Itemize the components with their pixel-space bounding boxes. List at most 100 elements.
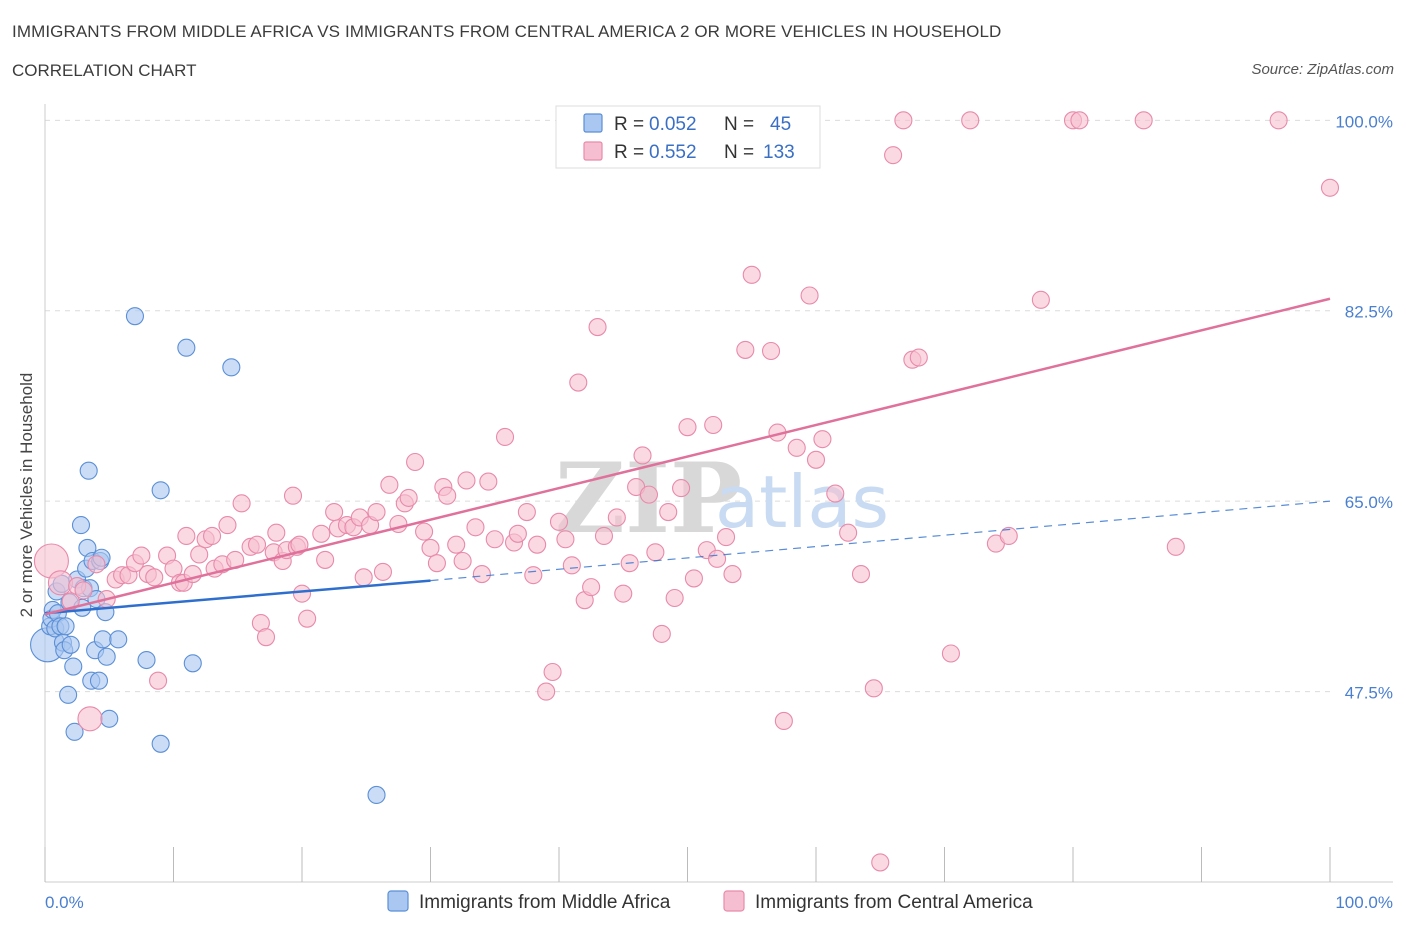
middle-africa-point-39 [151, 734, 170, 753]
central-america-point-63 [438, 486, 457, 505]
y-tick-label-2: 65.0% [1345, 493, 1393, 512]
central-america-point-79 [549, 512, 569, 531]
central-america-point-117 [851, 565, 871, 584]
central-america-point-101 [704, 415, 723, 435]
central-america-point-93 [646, 543, 665, 562]
axes [44, 104, 1393, 883]
central-america-point-104 [723, 565, 742, 584]
middle-africa-point-34 [97, 647, 116, 666]
central-america-point-52 [367, 502, 386, 522]
legend-n-label-a: N = [724, 114, 754, 135]
central-america-point-61 [427, 554, 446, 573]
central-america-point-60 [421, 538, 440, 557]
central-america-point-40 [290, 535, 309, 554]
middle-africa-point-36 [109, 630, 128, 649]
central-america-point-71 [495, 427, 515, 447]
central-america-point-43 [312, 524, 331, 543]
central-america-point-103 [716, 528, 736, 547]
central-america-point-113 [806, 450, 826, 469]
central-america-point-22 [190, 545, 209, 564]
central-america-point-119 [871, 853, 890, 872]
legend-r-label-b: R = [614, 142, 644, 163]
central-america-point-50 [354, 568, 373, 587]
central-america-point-114 [813, 430, 832, 449]
middle-africa-point-40 [151, 481, 170, 500]
central-america-point-116 [839, 523, 858, 542]
middle-africa-point-38 [137, 650, 156, 670]
central-america-point-70 [485, 530, 504, 549]
axis-ticks: 100.0% 82.5% 65.0% 47.5% 0.0% 100.0% [45, 112, 1393, 912]
watermark-atlas-text: atlas [715, 460, 889, 544]
central-america-point-57 [399, 488, 418, 507]
middle-africa-point-23 [79, 461, 98, 480]
middle-africa-point-41 [177, 338, 196, 357]
middle-africa-point-29 [89, 671, 109, 690]
central-america-point-94 [652, 624, 671, 643]
gridlines [45, 119, 1330, 693]
central-america-point-97 [672, 479, 691, 498]
middle-africa-point-18 [71, 516, 91, 535]
central-america-point-24 [203, 526, 222, 546]
y-axis-label: 2 or more Vehicles in Household [17, 373, 36, 618]
source-credit: Source: ZipAtlas.com [1251, 61, 1394, 78]
central-america-point-115 [826, 484, 845, 503]
central-america-point-134 [1320, 178, 1340, 197]
central-america-point-77 [537, 682, 556, 701]
stats-legend: R = 0.052 N = 45 R = 0.552 N = 133 [555, 105, 821, 169]
chart-title: IMMIGRANTS FROM MIDDLE AFRICA VS IMMIGRA… [12, 22, 1002, 41]
central-america-point-33 [256, 628, 276, 647]
central-america-point-84 [582, 578, 601, 597]
central-america-point-44 [316, 550, 335, 569]
series-central-america-points [33, 111, 1340, 872]
central-america-point-73 [508, 524, 527, 543]
central-america-trend-line [44, 297, 1331, 616]
middle-africa-point-43 [222, 358, 241, 377]
central-america-point-87 [607, 508, 626, 527]
central-america-point-20 [177, 526, 196, 546]
central-america-point-118 [864, 679, 883, 698]
central-america-point-80 [556, 530, 575, 549]
central-america-point-5 [77, 706, 103, 732]
central-america-point-66 [457, 471, 476, 490]
legend-r-value-a: 0.052 [649, 114, 697, 135]
central-america-point-128 [1031, 290, 1050, 309]
legend-r-label-a: R = [614, 114, 644, 135]
central-america-point-106 [742, 265, 761, 284]
legend-swatch-central-america [583, 141, 603, 161]
central-america-point-58 [406, 452, 425, 472]
legend-n-label-b: N = [724, 142, 754, 163]
central-america-point-42 [298, 609, 317, 628]
central-america-point-96 [665, 588, 684, 608]
central-america-point-78 [543, 662, 562, 682]
central-america-point-121 [894, 111, 913, 130]
central-america-point-88 [614, 584, 633, 603]
middle-africa-trend-line [44, 579, 431, 615]
central-america-point-82 [569, 373, 588, 392]
central-america-point-124 [941, 644, 960, 663]
middle-africa-point-32 [93, 630, 112, 649]
central-america-point-105 [736, 340, 755, 359]
central-america-point-86 [594, 526, 614, 546]
legend-n-value-b: 133 [763, 142, 795, 163]
middle-africa-trend-extension [430, 500, 1331, 582]
central-america-point-35 [267, 523, 286, 542]
central-america-point-130 [1070, 111, 1089, 130]
central-america-point-12 [132, 546, 151, 565]
chart-subtitle: CORRELATION CHART [12, 61, 197, 80]
middle-africa-point-11 [56, 617, 75, 636]
central-america-point-65 [453, 551, 472, 571]
bottom-legend-swatch-central-america [723, 890, 745, 912]
central-america-point-69 [479, 472, 498, 491]
central-america-point-6 [87, 555, 106, 574]
central-america-point-76 [528, 535, 547, 554]
middle-africa-point-35 [100, 709, 119, 728]
central-america-point-38 [283, 486, 303, 505]
central-america-point-31 [247, 535, 267, 554]
legend-r-value-b: 0.552 [649, 142, 697, 163]
trend-lines [44, 297, 1331, 616]
x-tick-label-left: 0.0% [45, 893, 84, 912]
x-tick-label-right: 100.0% [1335, 893, 1393, 912]
central-america-point-64 [447, 535, 466, 554]
central-america-point-27 [218, 516, 237, 535]
